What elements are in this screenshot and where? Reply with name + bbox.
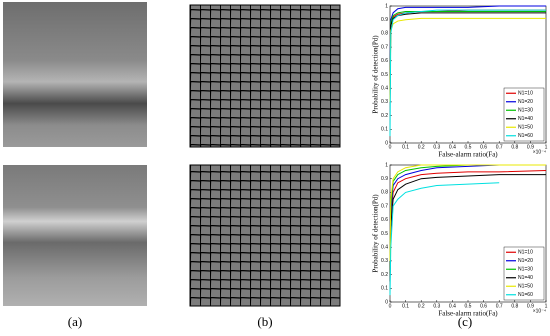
y-tick-label: 0.6 — [381, 58, 388, 64]
y-tick-label: 0.8 — [381, 31, 388, 37]
legend — [503, 246, 545, 301]
x-tick-label: 0.8 — [511, 303, 518, 309]
series-line — [389, 164, 546, 275]
x-axis-label: False-alarm ratio(Fa) — [438, 151, 498, 159]
x-tick-label: 0.8 — [511, 144, 518, 150]
x-tick-label: 0.7 — [496, 144, 503, 150]
y-tick-label: 0.8 — [381, 190, 388, 196]
y-tick-label: 0.7 — [381, 44, 388, 50]
x-multiplier: ×10⁻⁴ — [533, 308, 546, 314]
series-line — [389, 174, 546, 282]
legend-label: N1=30 — [518, 108, 533, 114]
x-axis-label: False-alarm ratio(Fa) — [438, 310, 498, 318]
y-tick-label: 0.4 — [381, 86, 388, 92]
y-tick-label: 0.9 — [381, 176, 388, 182]
y-tick-label: 0.4 — [381, 245, 388, 251]
y-axis-label: Probability of detection(Pd) — [372, 35, 380, 114]
series-line — [389, 164, 546, 261]
caption: (b) — [257, 314, 272, 329]
x-multiplier: ×10⁻⁴ — [533, 149, 546, 155]
series-line — [389, 182, 500, 296]
image-b-bottom — [189, 164, 341, 307]
image-b-top — [189, 4, 341, 148]
image-a-bottom — [3, 165, 147, 306]
y-tick-label: 0.5 — [381, 231, 388, 237]
y-axis-label: Probability of detection(Pd) — [372, 194, 380, 273]
x-tick-label: 0.4 — [449, 144, 456, 150]
y-tick-label: 0.9 — [381, 17, 388, 23]
y-tick-label: 0.2 — [381, 272, 388, 278]
x-tick-label: 0.9 — [527, 144, 534, 150]
legend-label: N1=20 — [518, 258, 533, 264]
legend — [503, 87, 545, 142]
x-tick-label: 0.3 — [433, 144, 440, 150]
x-tick-label: 0.1 — [402, 144, 409, 150]
y-tick-label: 0 — [385, 299, 388, 305]
legend-label: N1=50 — [518, 284, 533, 290]
legend-label: N1=30 — [518, 267, 533, 273]
x-tick-label: 0.6 — [480, 144, 487, 150]
legend-label: N1=10 — [518, 91, 533, 97]
x-tick-label: 0.2 — [418, 303, 425, 309]
legend-label: N1=60 — [518, 133, 533, 139]
y-tick-label: 0.1 — [381, 286, 388, 292]
y-tick-label: 0.2 — [381, 113, 388, 119]
series-line — [389, 10, 546, 89]
y-tick-label: 0.6 — [381, 217, 388, 223]
x-tick-label: 0.2 — [418, 144, 425, 150]
y-tick-label: 0.5 — [381, 72, 388, 78]
x-tick-label: 1 — [545, 303, 548, 309]
y-tick-label: 0.1 — [381, 127, 388, 133]
series-line — [389, 5, 546, 75]
y-tick-label: 0.7 — [381, 203, 388, 209]
series-line — [389, 12, 546, 96]
legend-label: N1=60 — [518, 292, 533, 298]
caption: (a) — [68, 314, 82, 329]
legend-label: N1=20 — [518, 99, 533, 105]
x-tick-label: 0.9 — [527, 303, 534, 309]
x-tick-label: 0.1 — [402, 303, 409, 309]
y-tick-label: 0.3 — [381, 99, 388, 105]
image-a-top — [3, 2, 147, 147]
y-tick-label: 0 — [385, 140, 388, 146]
series-line — [389, 169, 547, 275]
y-tick-label: 1 — [385, 3, 388, 9]
x-tick-label: 0 — [389, 144, 392, 150]
x-tick-label: 0.6 — [480, 303, 487, 309]
x-tick-label: 0.5 — [465, 303, 472, 309]
legend-label: N1=40 — [518, 275, 533, 281]
x-tick-label: 1 — [545, 144, 548, 150]
x-tick-label: 0.4 — [449, 303, 456, 309]
series-line — [389, 9, 546, 137]
x-tick-label: 0.5 — [465, 144, 472, 150]
legend-label: N1=40 — [518, 116, 533, 122]
y-tick-label: 1 — [385, 162, 388, 168]
legend-label: N1=50 — [518, 125, 533, 131]
y-tick-label: 0.3 — [381, 258, 388, 264]
caption: (c) — [458, 314, 472, 329]
x-tick-label: 0.3 — [433, 303, 440, 309]
legend-label: N1=10 — [518, 250, 533, 256]
x-tick-label: 0.7 — [496, 303, 503, 309]
x-tick-label: 0 — [389, 303, 392, 309]
